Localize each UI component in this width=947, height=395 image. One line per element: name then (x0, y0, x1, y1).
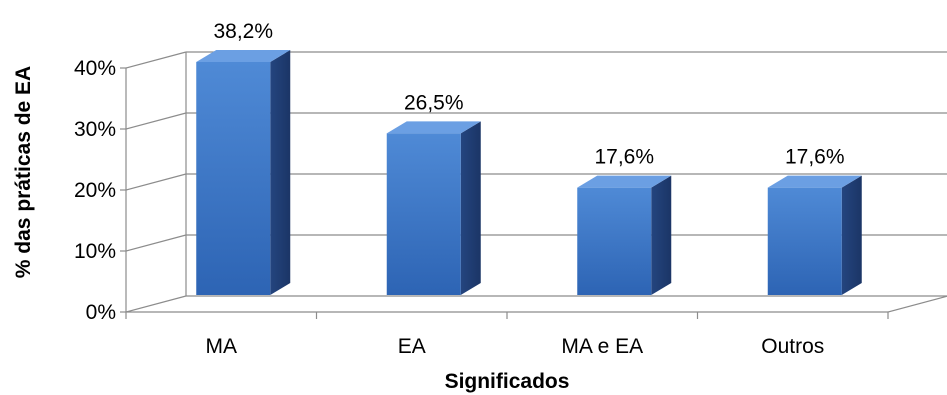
x-category-label: MA (206, 335, 238, 358)
y-tick-label: 30% (74, 118, 116, 141)
data-label: 17,6% (785, 146, 845, 169)
gridline-side (125, 234, 187, 252)
bar-front (577, 187, 652, 295)
x-axis-title: Significados (445, 370, 570, 393)
x-category-label: EA (398, 335, 426, 358)
y-tick-label: 40% (74, 57, 116, 80)
x-category-label: MA e EA (561, 335, 643, 358)
y-axis-title: % das práticas de EA (12, 66, 35, 278)
bar-side (270, 49, 291, 296)
bar-side (651, 175, 672, 295)
bar-front (767, 187, 842, 295)
gridline-side (125, 112, 187, 130)
bar-top (196, 49, 291, 62)
gridline-side (125, 295, 187, 313)
bar-top (577, 175, 672, 188)
y-tick-label: 10% (74, 240, 116, 263)
bars (196, 49, 862, 296)
bar (196, 49, 291, 296)
data-label: 17,6% (594, 146, 654, 169)
bar-side (460, 121, 481, 295)
floor-right-edge (887, 295, 947, 313)
bar-front (386, 133, 461, 295)
bar-top (386, 121, 481, 134)
x-category-label: Outros (761, 335, 824, 358)
y-axis: 0% 10% 20% 30% 40% (74, 57, 127, 324)
y-tick-label: 0% (86, 301, 116, 324)
gridline-side (125, 51, 187, 69)
data-labels: 38,2% 26,5% 17,6% 17,6% (213, 20, 844, 169)
bar (386, 121, 481, 295)
x-axis: MA EA MA e EA Outros (125, 311, 889, 358)
y-tick-label: 20% (74, 179, 116, 202)
data-label: 38,2% (213, 20, 273, 43)
bar-side (841, 175, 862, 295)
bar (767, 175, 862, 295)
data-label: 26,5% (404, 91, 464, 114)
bar-top (767, 175, 862, 188)
bar-front (196, 61, 271, 296)
gridline-side (125, 173, 187, 191)
bar (577, 175, 672, 295)
